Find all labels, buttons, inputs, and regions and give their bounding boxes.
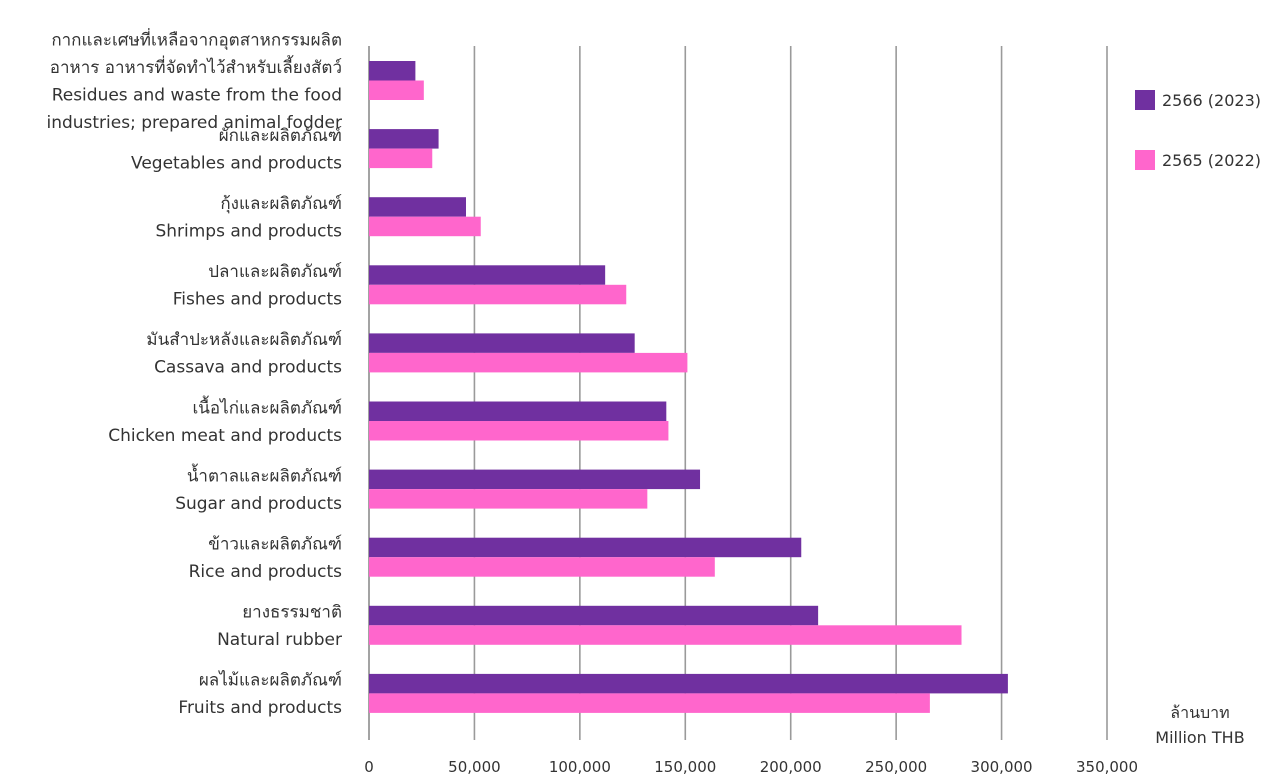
category-label: industries; prepared animal fodder — [46, 113, 342, 133]
bar-series-2022 — [369, 216, 481, 237]
bar-series-2022 — [369, 148, 433, 169]
bar-series-2022 — [369, 693, 930, 713]
bar-series-2022 — [369, 489, 648, 509]
unit-label: ล้านบาท Million THB — [1155, 703, 1244, 747]
legend-label: 2566 (2023) — [1162, 91, 1261, 110]
bar-series-2023 — [369, 197, 466, 217]
bar-series-2023 — [369, 605, 819, 626]
bars — [369, 61, 1008, 713]
bar-series-2022 — [369, 557, 715, 577]
category-label: ข้าวและผลิตภัณฑ์ — [208, 534, 342, 554]
category-label: Cassava and products — [154, 358, 342, 378]
bar-series-2022 — [369, 625, 962, 645]
bar-series-2023 — [369, 333, 635, 353]
category-label: น้ำตาลและผลิตภัณฑ์ — [187, 463, 342, 486]
category-label: Residues and waste from the food — [52, 85, 342, 105]
category-label: Fruits and products — [178, 698, 342, 718]
bar-series-2022 — [369, 80, 424, 100]
x-tick-label: 300,000 — [971, 758, 1033, 776]
category-label: Natural rubber — [217, 630, 342, 650]
category-label: Shrimps and products — [155, 221, 342, 241]
category-label: ผักและผลิตภัณฑ์ — [219, 126, 342, 146]
category-label: กุ้งและผลิตภัณฑ์ — [220, 194, 342, 214]
bar-series-2022 — [369, 284, 627, 305]
bar-series-2023 — [369, 129, 439, 149]
bar-series-2022 — [369, 352, 688, 373]
category-label: ยางธรรมชาติ — [242, 603, 342, 623]
legend-swatch — [1135, 150, 1155, 170]
x-tick-label: 250,000 — [865, 758, 927, 776]
gridlines — [368, 46, 1108, 740]
bar-series-2023 — [369, 61, 416, 81]
category-label: Sugar and products — [175, 494, 342, 514]
category-label: Vegetables and products — [131, 153, 342, 173]
category-label: Chicken meat and products — [108, 426, 342, 446]
bar-series-2023 — [369, 673, 1008, 694]
category-label: ปลาและผลิตภัณฑ์ — [208, 262, 342, 282]
x-tick-label: 100,000 — [549, 758, 611, 776]
bar-series-2023 — [369, 401, 667, 421]
bar-series-2023 — [369, 537, 802, 558]
x-tick-label: 200,000 — [760, 758, 822, 776]
category-label: กากและเศษที่เหลือจากอุตสาหกรรมผลิต — [51, 27, 342, 50]
category-labels: ผลไม้และผลิตภัณฑ์ Fruits and products ยางธ… — [46, 27, 342, 718]
category-label: เนื้อไก่และผลิตภัณฑ์ — [193, 395, 343, 418]
x-tick-label: 350,000 — [1076, 758, 1138, 776]
x-tick-label: 150,000 — [654, 758, 716, 776]
bar-series-2023 — [369, 265, 606, 285]
unit-label-line: Million THB — [1155, 728, 1244, 747]
x-tick-labels: 0 50,000 100,000 150,000 200,000 250,000 300,0… — [364, 758, 1138, 776]
category-label: ผลไม้และผลิตภัณฑ์ — [199, 670, 342, 691]
x-tick-label: 50,000 — [448, 758, 501, 776]
category-label: Fishes and products — [173, 290, 342, 310]
legend: 2566 (2023) 2565 (2022) — [1135, 90, 1261, 170]
bar-series-2022 — [369, 421, 669, 441]
category-label: มันสำปะหลังและผลิตภัณฑ์ — [146, 330, 342, 350]
bar-series-2023 — [369, 469, 701, 490]
legend-swatch — [1135, 90, 1155, 110]
category-label: Rice and products — [189, 562, 343, 582]
x-tick-label: 0 — [364, 758, 374, 776]
unit-label-line: ล้านบาท — [1170, 703, 1229, 722]
category-label: อาหาร อาหารที่จัดทำไว้สำหรับเลี้ยงสัตว์ — [50, 55, 342, 78]
legend-label: 2565 (2022) — [1162, 151, 1261, 170]
